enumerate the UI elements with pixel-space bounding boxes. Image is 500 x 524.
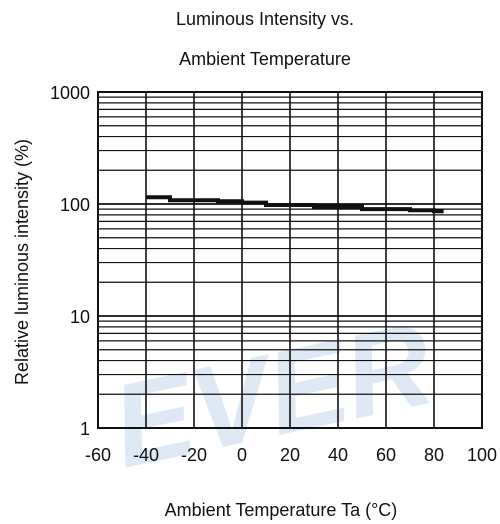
series-group — [146, 195, 444, 214]
series-line — [146, 195, 444, 214]
y-tick-label: 1000 — [50, 83, 90, 103]
x-tick-label: -20 — [181, 445, 207, 465]
x-tick-label: 0 — [237, 445, 247, 465]
y-tick-label: 1 — [80, 419, 90, 439]
x-tick-label: 20 — [280, 445, 300, 465]
x-tick-label: -40 — [133, 445, 159, 465]
x-tick-labels: -60 -40 -20 0 20 40 60 80 100 — [85, 445, 497, 465]
y-axis-label: Relative luminous intensity (%) — [12, 139, 32, 385]
y-tick-label: 10 — [70, 307, 90, 327]
x-axis-label: Ambient Temperature Ta (°C) — [165, 500, 398, 520]
plot-frame — [97, 91, 483, 429]
x-tick-label: 80 — [424, 445, 444, 465]
y-tick-labels: 1 10 100 1000 — [50, 83, 90, 439]
chart-title-line-1: Luminous Intensity vs. — [176, 9, 354, 29]
chart-title-line-2: Ambient Temperature — [179, 49, 351, 69]
x-tick-label: 100 — [467, 445, 497, 465]
y-tick-label: 100 — [60, 195, 90, 215]
x-tick-label: 40 — [328, 445, 348, 465]
x-tick-label: 60 — [376, 445, 396, 465]
x-tick-label: -60 — [85, 445, 111, 465]
